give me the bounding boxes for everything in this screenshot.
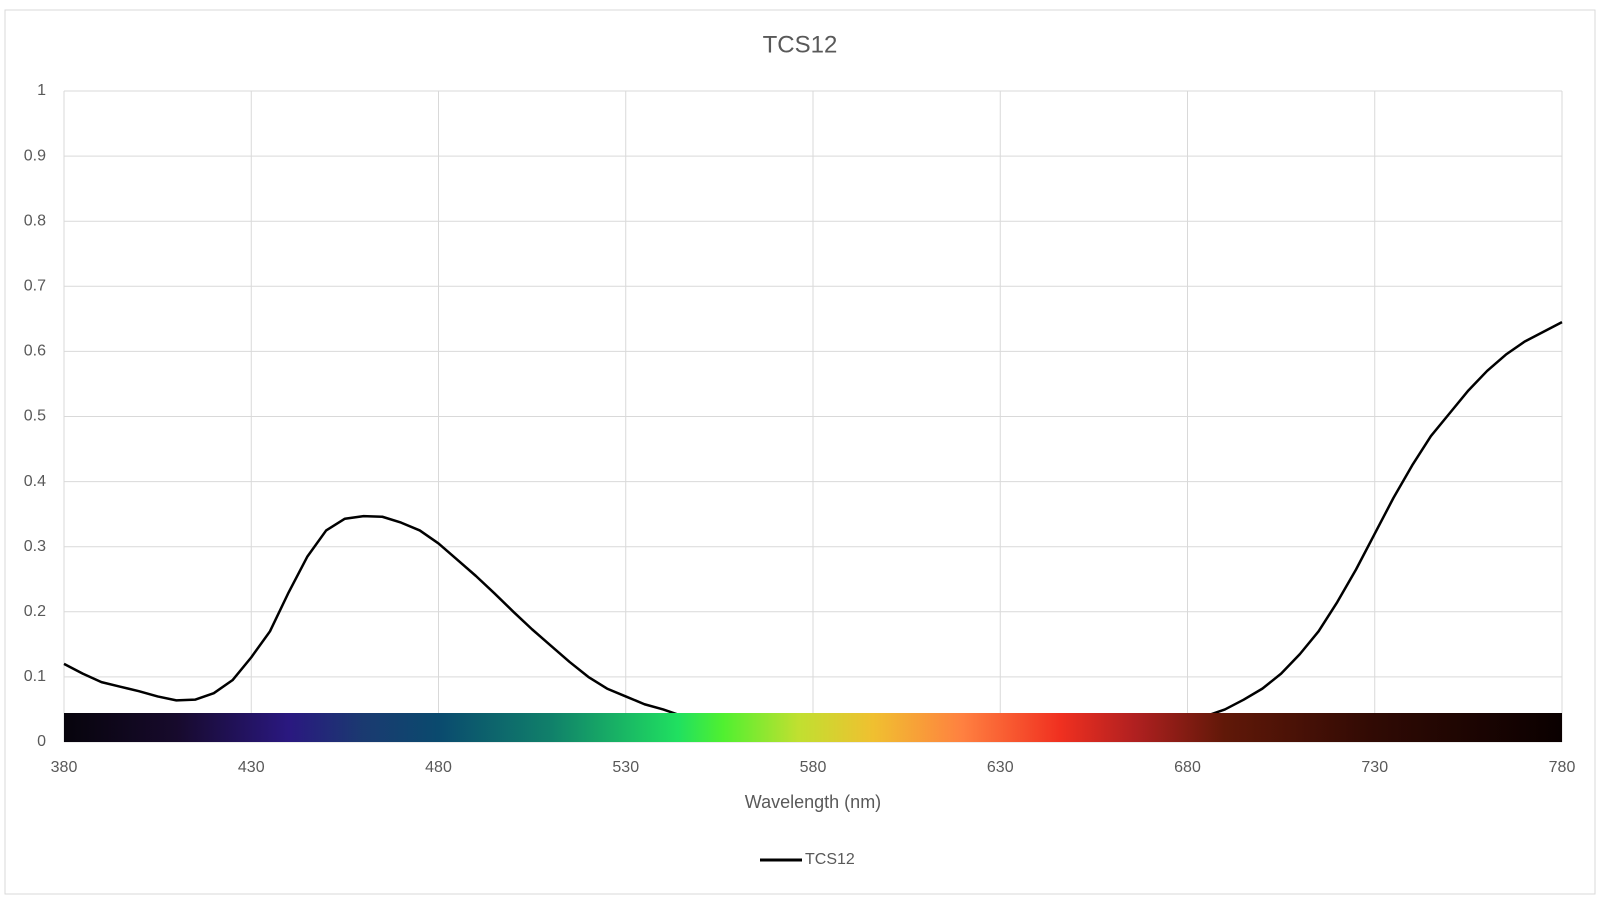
x-tick-label: 730	[1361, 759, 1388, 776]
x-axis-label: Wavelength (nm)	[745, 792, 881, 812]
y-tick-label: 0.9	[24, 147, 46, 164]
y-tick-label: 0.7	[24, 278, 46, 295]
y-tick-label: 0.8	[24, 212, 46, 229]
x-tick-label: 430	[238, 759, 265, 776]
y-tick-label: 0.6	[24, 343, 46, 360]
y-tick-label: 0.4	[24, 473, 46, 490]
x-tick-label: 780	[1549, 759, 1576, 776]
spectrum-bar	[64, 713, 1562, 742]
chart-title: TCS12	[763, 31, 838, 58]
y-tick-label: 0.5	[24, 408, 46, 425]
y-tick-label: 0.3	[24, 538, 46, 555]
legend-label: TCS12	[805, 851, 855, 868]
x-tick-label: 680	[1174, 759, 1201, 776]
x-tick-label: 380	[51, 759, 78, 776]
y-tick-label: 0.2	[24, 603, 46, 620]
legend: TCS12	[760, 851, 855, 868]
chart-frame	[4, 9, 1596, 895]
y-tick-label: 0.1	[24, 668, 46, 685]
y-tick-label: 0	[37, 733, 46, 750]
x-tick-label: 630	[987, 759, 1014, 776]
x-tick-label: 530	[612, 759, 639, 776]
x-tick-label: 480	[425, 759, 452, 776]
y-tick-label: 1	[37, 82, 46, 99]
x-tick-label: 580	[800, 759, 827, 776]
